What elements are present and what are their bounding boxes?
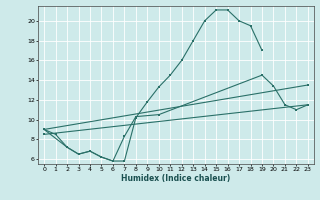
- X-axis label: Humidex (Indice chaleur): Humidex (Indice chaleur): [121, 174, 231, 183]
